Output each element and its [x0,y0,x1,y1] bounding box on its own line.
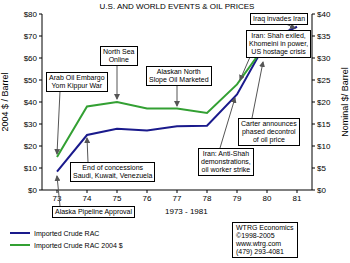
svg-text:$0: $0 [28,186,37,195]
svg-text:$30: $30 [24,120,38,129]
svg-text:$80: $80 [24,10,38,19]
html-text:Iraq invades Iran: Iraq invades Iran [253,15,306,22]
html-text:Iran: Shah exiled,: Iran: Shah exiled, [251,32,306,39]
svg-text:$40: $40 [317,10,331,19]
svg-text:73: 73 [53,194,62,203]
svg-text:$50: $50 [24,76,38,85]
html-text:Imported Crude RAC 2004 $: Imported Crude RAC 2004 $ [34,241,123,249]
html-text:(479) 293-4081: (479) 293-4081 [236,248,284,255]
svg-text:$25: $25 [317,76,331,85]
html-text:Alaskan North: Alaskan North [156,68,201,75]
svg-text:$40: $40 [24,98,38,107]
svg-text:80: 80 [263,194,272,203]
html-text:Carter announces: Carter announces [241,120,297,127]
svg-text:2004 $ / Barrel: 2004 $ / Barrel [8,72,10,131]
html-text:oil worker strike: oil worker strike [201,166,251,173]
html-text:Khomeini in power,: Khomeini in power, [249,40,309,47]
svg-text:79: 79 [233,194,242,203]
html-text:1973 - 1981: 1973 - 1981 [165,207,208,216]
svg-text:77: 77 [173,194,182,203]
html-text:demonstrations,: demonstrations, [201,158,251,165]
svg-text:$20: $20 [24,142,38,151]
svg-text:$35: $35 [317,32,331,41]
svg-text:$60: $60 [24,54,38,63]
svg-text:$30: $30 [317,54,331,63]
html-text:WTRG Economics: WTRG Economics [236,224,294,231]
svg-text:$10: $10 [317,142,331,151]
html-text:Imported Crude RAC: Imported Crude RAC [34,229,100,237]
html-text:US hostage crisis: US hostage crisis [251,48,306,55]
html-text:Alaska Pipeline Approval: Alaska Pipeline Approval [55,208,133,215]
svg-text:78: 78 [203,194,212,203]
svg-text:74: 74 [83,194,92,203]
html-text:©1998-2005: ©1998-2005 [236,232,275,239]
html-text:www.wtrg.com: www.wtrg.com [236,240,282,247]
html-text:North Sea: North Sea [103,48,135,55]
svg-text:76: 76 [143,194,152,203]
svg-text:$15: $15 [317,120,331,129]
html-text:Yom Kippur War: Yom Kippur War [51,82,102,89]
svg-text:$10: $10 [24,164,38,173]
svg-text:81: 81 [293,194,302,203]
svg-text:$0: $0 [317,186,326,195]
html-text:End of concessions: End of concessions [82,164,143,171]
svg-text:$5: $5 [317,164,326,173]
html-text:Online: Online [108,56,129,63]
svg-text:$70: $70 [24,32,38,41]
html-text:Arab Oil Embargo: Arab Oil Embargo [49,74,105,81]
svg-text:Nominal $/ Barrel: Nominal $/ Barrel [340,67,342,137]
svg-text:$20: $20 [317,98,331,107]
html-text:U.S. AND WORLD EVENTS & OIL PR: U.S. AND WORLD EVENTS & OIL PRICES [99,2,255,11]
html-text:Saudi, Kuwait, Venezuela: Saudi, Kuwait, Venezuela [73,172,153,179]
html-text:Iran: Anti-Shah: Iran: Anti-Shah [202,150,250,157]
html-text:Slope Oil Marketed: Slope Oil Marketed [149,76,209,83]
html-text:phased decontrol: phased decontrol [242,128,296,135]
html-text:of oil price: of oil price [252,136,285,143]
svg-text:75: 75 [113,194,122,203]
